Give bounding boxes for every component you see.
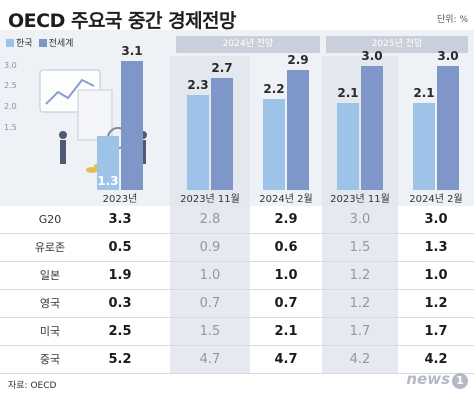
news-logo: news 1 (406, 370, 468, 389)
x-category-label: 2024년 2월 (409, 194, 463, 205)
table-cell: 4.2 (349, 352, 371, 367)
bar-world (361, 65, 383, 190)
column-band (170, 56, 250, 206)
table-cell: 4.2 (424, 352, 448, 367)
bar-value-label: 3.0 (437, 48, 459, 63)
table-row: 일본 1.9 1.0 1.0 1.2 1.0 (0, 262, 474, 290)
table-cell: 1.0 (274, 268, 298, 283)
table-column-band (170, 206, 250, 374)
table-cell: 3.3 (108, 212, 132, 227)
bar-korea (337, 102, 359, 190)
table-row: G20 3.3 2.8 2.9 3.0 3.0 (0, 206, 474, 234)
table-cell: 3.0 (424, 212, 448, 227)
bar-value-label: 3.1 (121, 44, 143, 59)
table-cell: 0.7 (274, 296, 298, 311)
row-label: 미국 (39, 325, 61, 338)
row-label: 유로존 (34, 241, 66, 254)
table-cell: 1.5 (349, 240, 371, 255)
logo-text: news (406, 370, 450, 388)
legend-swatch-world (38, 39, 47, 47)
period-header-2024: 2024년 전망 (176, 36, 320, 53)
x-category-label: 2023년 (102, 194, 138, 205)
table-cell: 2.8 (199, 212, 221, 227)
row-label: 중국 (39, 353, 61, 366)
table-cell: 1.9 (108, 268, 132, 283)
legend-label-korea: 한국 (16, 39, 33, 49)
bar-value-label: 2.3 (187, 77, 209, 92)
table-cell: 1.2 (349, 268, 371, 283)
row-label: G20 (38, 213, 62, 226)
bar-value-label: 2.7 (211, 60, 233, 75)
legend-world: 전세계 (38, 36, 74, 49)
bar-world (211, 77, 233, 190)
table-cell: 2.9 (274, 212, 298, 227)
unit-label: 단위: % (436, 15, 468, 25)
table-cell: 3.0 (349, 212, 371, 227)
y-tick-label: 2.0 (4, 102, 17, 111)
bar-korea (97, 136, 119, 190)
bar-world (121, 61, 143, 190)
bar-value-label: 2.1 (413, 85, 435, 100)
legend-korea: 한국 (6, 36, 33, 49)
bar-korea (413, 102, 435, 190)
table-cell: 1.7 (424, 324, 448, 339)
table-cell: 1.3 (424, 240, 448, 255)
table-cell: 1.0 (424, 268, 448, 283)
legend: 한국 전세계 (6, 36, 73, 49)
period-header-2025: 2025년 전망 (326, 36, 468, 53)
column-band (322, 56, 398, 206)
y-tick-label: 1.5 (4, 122, 17, 132)
table-cell: 2.5 (108, 324, 132, 339)
bar-value-label: 1.3 (97, 174, 119, 188)
logo-mark: 1 (452, 373, 468, 389)
row-label: 일본 (39, 269, 61, 282)
table-cell: 0.9 (199, 240, 221, 255)
bar-value-label: 2.1 (337, 85, 359, 100)
bar-korea (263, 98, 285, 190)
x-category-label: 2023년 11월 (180, 194, 240, 205)
row-label: 영국 (39, 297, 61, 310)
bar-value-label: 2.9 (287, 52, 309, 67)
table-cell: 4.7 (274, 352, 298, 367)
table-row: 유로존 0.5 0.9 0.6 1.5 1.3 (0, 234, 474, 262)
table-cell: 0.5 (108, 240, 132, 255)
x-category-label: 2023년 11월 (330, 194, 390, 205)
table-cell: 1.7 (349, 324, 371, 339)
table-cell: 2.1 (274, 324, 298, 339)
bar-korea (187, 94, 209, 190)
table-cell: 5.2 (108, 352, 132, 367)
y-tick-label: 2.5 (4, 81, 17, 91)
table-cell: 4.7 (199, 352, 221, 367)
table-cell: 1.5 (199, 324, 221, 339)
table-row: 미국 2.5 1.5 2.1 1.7 1.7 (0, 318, 474, 346)
page-title: OECD 주요국 중간 경제전망 (8, 10, 237, 32)
decorative-illustration (39, 69, 147, 173)
y-tick-label: 3.0 (4, 60, 17, 70)
bar-world (287, 69, 309, 190)
table-row: 중국 5.2 4.7 4.7 4.2 4.2 (0, 346, 474, 374)
bar-value-label: 2.2 (263, 81, 285, 96)
bar-world (437, 65, 459, 190)
table-column-band (322, 206, 398, 374)
table-cell: 1.2 (349, 296, 371, 311)
table-cell: 1.0 (199, 268, 221, 283)
x-category-label: 2024년 2월 (259, 194, 313, 205)
table-cell: 0.3 (108, 296, 132, 311)
table-row: 영국 0.3 0.7 0.7 1.2 1.2 (0, 290, 474, 318)
source-note: 자료: OECD (8, 381, 57, 391)
table-cell: 0.7 (199, 296, 221, 311)
bar-value-label: 3.0 (361, 48, 383, 63)
table-cell: 0.6 (274, 240, 298, 255)
table-cell: 1.2 (424, 296, 448, 311)
legend-label-world: 전세계 (48, 39, 74, 49)
legend-swatch-korea (6, 39, 14, 47)
